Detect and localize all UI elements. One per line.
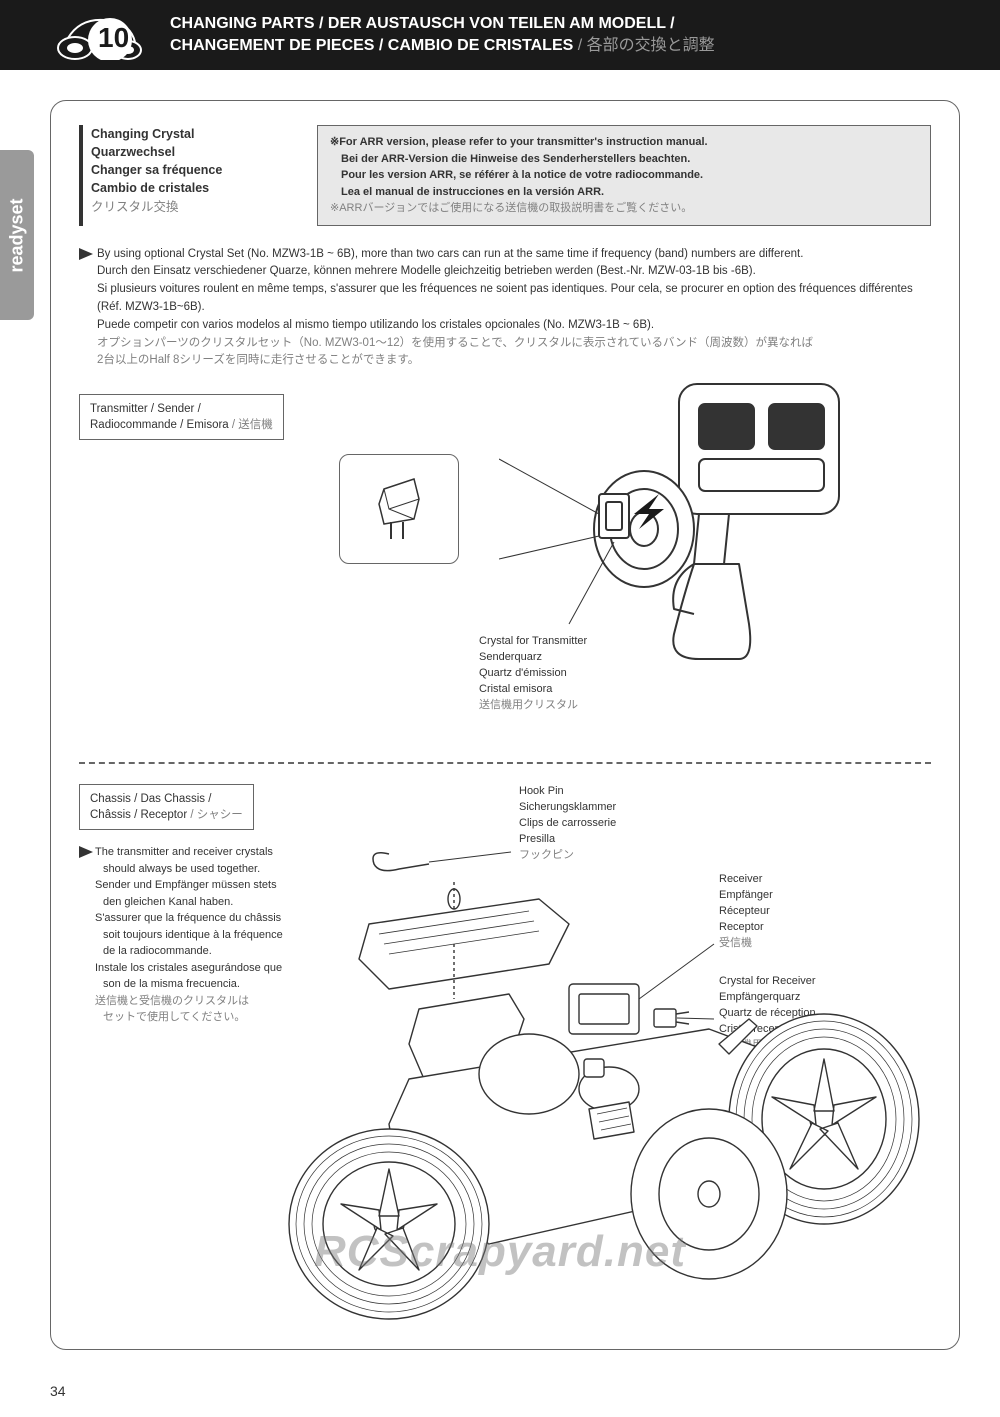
header-titles: CHANGING PARTS / DER AUSTAUSCH VON TEILE… <box>170 13 715 58</box>
chassis-illustration <box>279 844 939 1324</box>
section-badge: 10 <box>50 10 150 60</box>
crystal-callout <box>339 454 459 564</box>
chassis-section: Chassis / Das Chassis / Châssis / Recept… <box>79 784 931 1324</box>
section-number: 10 <box>98 22 129 54</box>
side-tab-label: readyset <box>7 198 28 272</box>
side-tab: readyset <box>0 150 34 320</box>
subtitle-block: Changing Crystal Quarzwechsel Changer sa… <box>79 125 931 226</box>
transmitter-label-box: Transmitter / Sender / Radiocommande / E… <box>79 394 284 440</box>
section-header: 10 CHANGING PARTS / DER AUSTAUSCH VON TE… <box>0 0 1000 70</box>
intro-paragraph: By using optional Crystal Set (No. MZW3-… <box>79 246 931 371</box>
arrow-bullet-icon <box>79 846 93 858</box>
header-line2: CHANGEMENT DE PIECES / CAMBIO DE CRISTAL… <box>170 35 715 57</box>
chassis-label-box: Chassis / Das Chassis / Châssis / Recept… <box>79 784 254 830</box>
tx-crystal-label: Crystal for Transmitter Senderquarz Quar… <box>479 634 587 714</box>
header-line1: CHANGING PARTS / DER AUSTAUSCH VON TEILE… <box>170 13 715 35</box>
crystal-icon <box>369 474 429 544</box>
page-number: 34 <box>50 1383 66 1399</box>
arrow-bullet-icon <box>79 248 93 260</box>
arr-note-box: ※For ARR version, please refer to your t… <box>317 125 931 226</box>
transmitter-illustration <box>499 364 879 664</box>
section-divider <box>79 762 931 764</box>
subtitle-left: Changing Crystal Quarzwechsel Changer sa… <box>79 125 299 226</box>
transmitter-section: Transmitter / Sender / Radiocommande / E… <box>79 394 931 754</box>
content-frame: Changing Crystal Quarzwechsel Changer sa… <box>50 100 960 1350</box>
